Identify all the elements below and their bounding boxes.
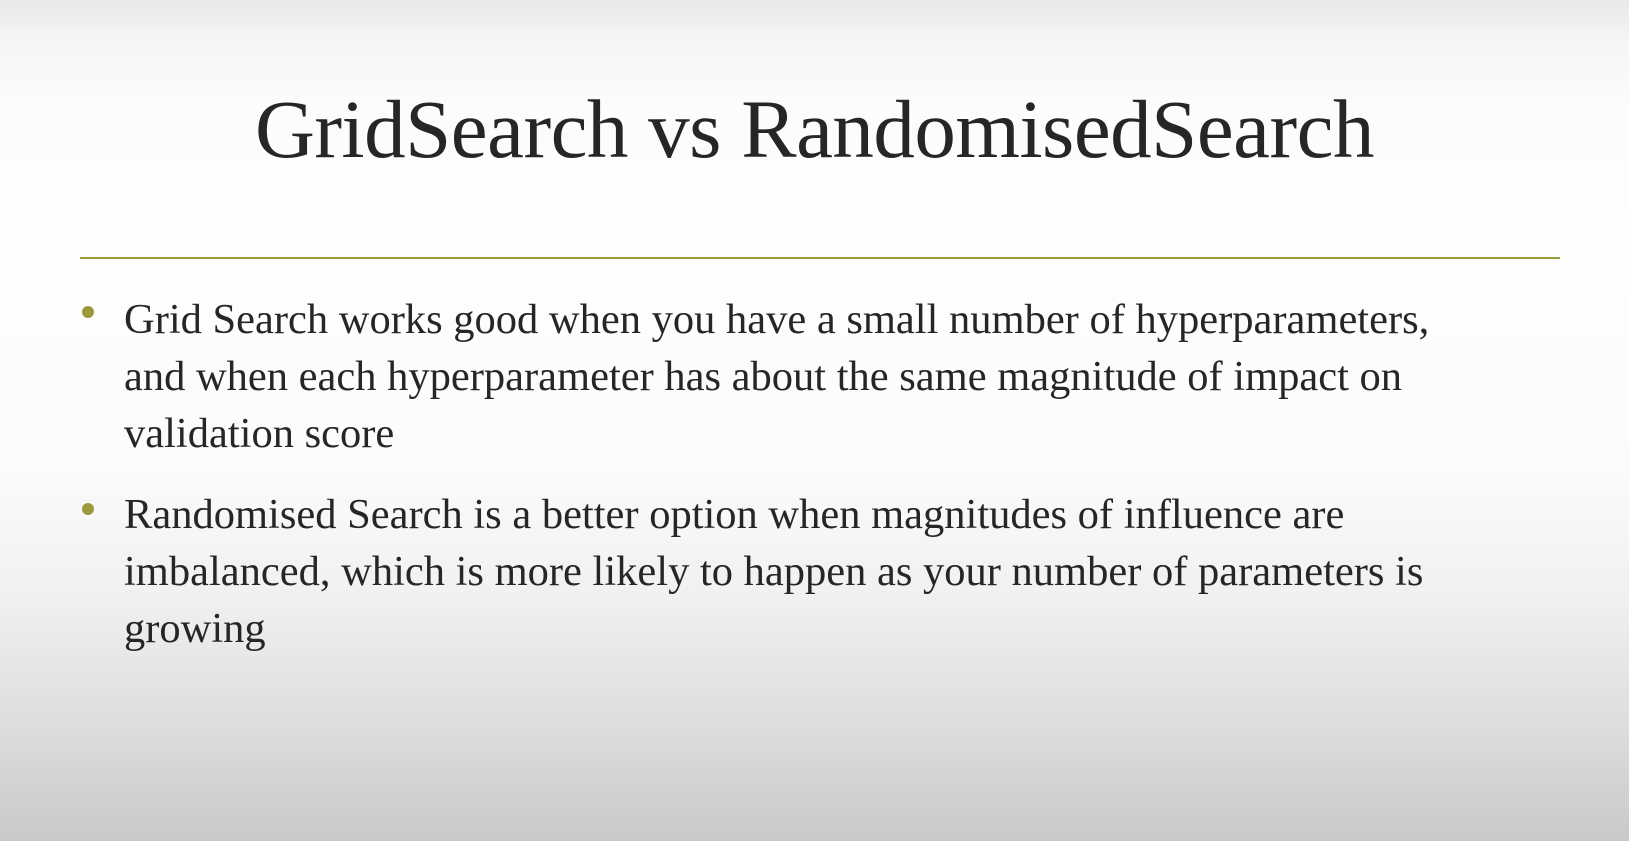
bullet-text-line: growing	[124, 605, 266, 652]
bullet-text-line: Grid Search works good when you have a s…	[124, 296, 1430, 343]
bullet-text-line: validation score	[124, 410, 395, 457]
bullet-text-line: imbalanced, which is more likely to happ…	[124, 548, 1424, 595]
slide-title: GridSearch vs RandomisedSearch	[254, 83, 1375, 175]
bullet-marker	[82, 306, 94, 318]
title-divider	[80, 257, 1560, 259]
bullet-marker	[82, 503, 94, 515]
bullet-text-line: and when each hyperparameter has about t…	[124, 353, 1403, 400]
bullet-text-line: Randomised Search is a better option whe…	[124, 491, 1345, 538]
